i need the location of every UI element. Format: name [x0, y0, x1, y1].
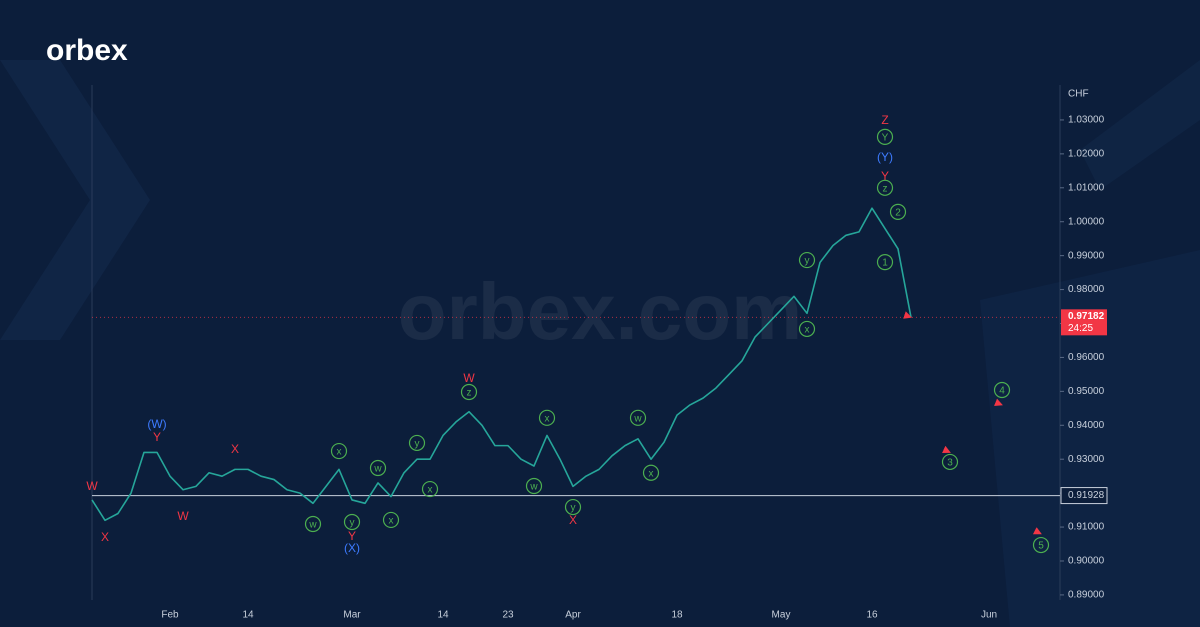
wave-label: x: [428, 485, 433, 496]
wave-label: X: [231, 442, 239, 456]
y-tick-label: 0.99000: [1068, 250, 1105, 261]
price-box: [1061, 309, 1107, 336]
y-tick-label: 1.03000: [1068, 115, 1105, 126]
wave-label: x: [337, 447, 342, 458]
wave-label: Y: [153, 430, 161, 444]
wave-circle: [642, 464, 660, 481]
y-tick-label: 0.90000: [1068, 556, 1105, 567]
y-tick-label: 0.93000: [1068, 454, 1105, 465]
wave-label: y: [415, 439, 420, 450]
wave-label: 3: [947, 458, 953, 469]
level-label: 0.91928: [1068, 490, 1105, 501]
y-tick-label: 0.94000: [1068, 420, 1105, 431]
wave-label: W: [86, 479, 98, 493]
y-tick-label: 1.00000: [1068, 216, 1105, 227]
x-tick-label: 14: [242, 610, 254, 621]
wave-label: w: [373, 464, 382, 475]
bg-shape: [980, 250, 1200, 627]
wave-label: x: [805, 325, 810, 336]
wave-circle: [889, 203, 907, 220]
wave-label: X: [101, 530, 109, 544]
bg-shape: [0, 60, 150, 340]
wave-circle: [421, 480, 439, 498]
x-tick-label: Jun: [981, 610, 997, 621]
watermark: orbex.com: [398, 267, 803, 356]
wave-circle: [876, 128, 894, 146]
wave-label: 4: [999, 386, 1005, 397]
wave-label: (W): [147, 417, 166, 431]
wave-circle: [525, 477, 543, 495]
brand-logo: orbex: [46, 34, 128, 67]
wave-label: 5: [1038, 541, 1044, 552]
x-tick-label: 18: [671, 610, 683, 621]
wave-circle: [798, 251, 816, 269]
wave-label: y: [350, 518, 355, 529]
wave-label: 2: [895, 208, 901, 219]
wave-label: w: [633, 413, 642, 424]
wave-circle: [382, 511, 400, 529]
wave-circle: [408, 434, 426, 452]
y-tick-label: 0.91000: [1068, 522, 1105, 533]
x-tick-label: 14: [437, 610, 449, 621]
wave-circle: [876, 253, 894, 271]
level-box: [1060, 487, 1108, 505]
bg-shape: [1080, 60, 1200, 190]
wave-label: x: [389, 516, 394, 527]
wave-label: z: [467, 388, 472, 399]
x-tick-label: 23: [502, 610, 514, 621]
wave-label: X: [569, 513, 577, 527]
y-tick-label: 0.95000: [1068, 386, 1105, 397]
wave-label: (X): [344, 541, 360, 555]
wave-circle: [993, 381, 1011, 399]
wave-circle: [629, 409, 647, 426]
wave-circle: [460, 383, 478, 401]
wave-label: (Y): [877, 150, 893, 164]
x-tick-label: 16: [866, 610, 878, 621]
wave-label: x: [649, 468, 654, 479]
wave-label: x: [545, 413, 550, 424]
y-axis-label: CHF: [1068, 89, 1089, 100]
wave-label: W: [463, 371, 475, 385]
wave-label: W: [177, 509, 189, 523]
wave-circle: [330, 442, 348, 460]
x-tick-label: Mar: [343, 610, 361, 621]
y-tick-label: 0.89000: [1068, 590, 1105, 601]
wave-circle: [369, 459, 387, 477]
wave-label: z: [883, 183, 888, 194]
wave-label: w: [308, 520, 317, 531]
x-tick-label: Apr: [565, 610, 581, 621]
wave-circle: [1032, 536, 1050, 554]
wave-circle: [941, 453, 959, 471]
y-tick-label: 1.02000: [1068, 149, 1105, 160]
wave-label: y: [805, 256, 810, 267]
wave-circle: [343, 513, 361, 531]
y-tick-label: 0.96000: [1068, 352, 1105, 363]
y-tick-label: 0.98000: [1068, 284, 1105, 295]
wave-circle: [304, 515, 322, 533]
wave-circle: [538, 409, 556, 426]
price-label: 0.97182: [1068, 311, 1105, 322]
wave-label: 1: [882, 258, 888, 269]
countdown-label: 24:25: [1068, 323, 1093, 334]
wave-circle: [564, 498, 582, 516]
x-tick-label: Feb: [161, 610, 179, 621]
y-tick-label: 1.01000: [1068, 182, 1105, 193]
wave-label: y: [571, 503, 576, 514]
wave-circle: [798, 320, 816, 338]
wave-label: Y: [882, 133, 889, 144]
wave-label: Y: [881, 169, 889, 183]
wave-circle: [876, 179, 894, 196]
wave-label: Y: [348, 529, 356, 543]
wave-label: w: [529, 482, 538, 493]
wave-label: Z: [881, 113, 888, 127]
price-line-series: [91, 207, 912, 522]
x-tick-label: May: [772, 610, 791, 621]
